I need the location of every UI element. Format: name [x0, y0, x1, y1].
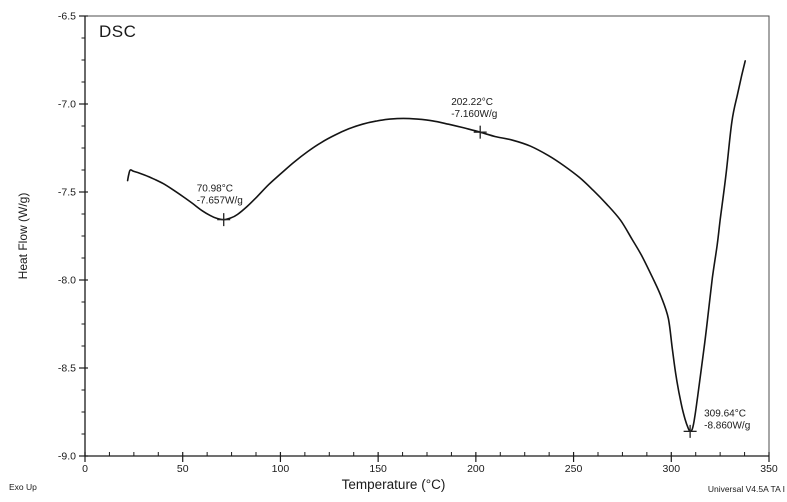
y-tick-label: -9.0 — [58, 451, 76, 463]
x-tick-label: 150 — [369, 463, 387, 475]
software-version-label: Universal V4.5A TA I — [707, 484, 785, 494]
plot-border — [84, 15, 770, 457]
y-tick-label: -8.5 — [58, 363, 76, 375]
annotation-temperature-label: 309.64°C — [704, 408, 746, 419]
y-tick-label: -7.0 — [58, 99, 76, 111]
x-tick-label: 50 — [177, 463, 189, 475]
x-tick-label: 300 — [663, 463, 681, 475]
x-tick-label: 250 — [565, 463, 583, 475]
annotation-heatflow-label: -7.160W/g — [451, 109, 497, 120]
x-axis-title: Temperature (°C) — [341, 477, 446, 492]
annotation-heatflow-label: -8.860W/g — [704, 420, 750, 431]
heat-flow-curve — [126, 60, 746, 433]
exo-up-label: Exo Up — [9, 482, 37, 492]
annotation-heatflow-label: -7.657W/g — [197, 196, 243, 207]
chart-title: DSC — [99, 22, 137, 41]
y-tick-label: -8.0 — [58, 275, 76, 287]
y-tick-label: -7.5 — [58, 187, 76, 199]
x-tick-label: 200 — [467, 463, 485, 475]
y-tick-label: -6.5 — [58, 11, 76, 23]
annotation-temperature-label: 70.98°C — [197, 184, 233, 195]
x-tick-label: 100 — [272, 463, 290, 475]
x-tick-label: 0 — [82, 463, 88, 475]
x-tick-label: 350 — [760, 463, 778, 475]
annotation-temperature-label: 202.22°C — [451, 97, 493, 108]
